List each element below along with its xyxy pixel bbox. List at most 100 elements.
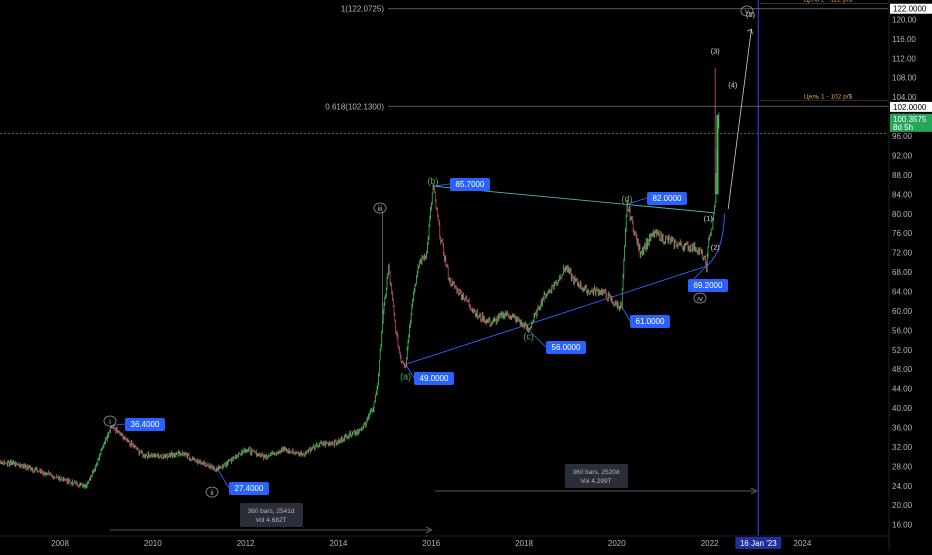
y-tick-label: 48.00 bbox=[892, 365, 913, 374]
projection-line bbox=[727, 29, 752, 209]
y-tick-label: 60.00 bbox=[892, 307, 913, 316]
y-tick-label: 92.00 bbox=[892, 151, 913, 160]
callout-badge bbox=[688, 279, 728, 292]
price-badge-label: 122.0000 bbox=[893, 5, 927, 14]
callout-badge bbox=[450, 178, 490, 191]
measure-bars-label: 360 bars, 2520d bbox=[573, 469, 620, 476]
y-tick-label: 56.00 bbox=[892, 326, 913, 335]
callout-label: 61.0000 bbox=[636, 317, 665, 326]
callout-label: 49.0000 bbox=[420, 374, 449, 383]
y-tick-label: 76.00 bbox=[892, 229, 913, 238]
wave-label: iii bbox=[378, 204, 383, 213]
fib-label: 0.618(102.1300) bbox=[325, 102, 384, 111]
y-tick-label: 88.00 bbox=[892, 171, 913, 180]
wave-label: (1) bbox=[704, 214, 714, 223]
y-tick-label: 104.00 bbox=[892, 93, 917, 102]
price-series bbox=[0, 112, 720, 489]
wave-label: (4) bbox=[728, 80, 738, 89]
y-tick-label: 40.00 bbox=[892, 404, 913, 413]
price-badge bbox=[890, 3, 932, 14]
callout-badge bbox=[414, 372, 454, 385]
y-tick-label: 80.00 bbox=[892, 210, 913, 219]
y-tick-label: 36.00 bbox=[892, 424, 913, 433]
y-tick-label: 116.00 bbox=[892, 35, 916, 44]
wave-circle bbox=[740, 5, 754, 17]
wave-label: iv bbox=[697, 294, 703, 303]
wave-label: (3) bbox=[711, 46, 721, 55]
callout-label: 27.4000 bbox=[235, 484, 264, 493]
wave-label: (c) bbox=[523, 331, 534, 341]
wave-label: ii bbox=[210, 488, 214, 497]
target-label: Цель 2 - 122 р/$ bbox=[804, 0, 853, 4]
measure-box bbox=[565, 464, 628, 488]
y-tick-label: 32.00 bbox=[892, 443, 913, 452]
callout-connector bbox=[621, 305, 631, 322]
y-tick-label: 20.00 bbox=[892, 501, 913, 510]
x-tick-label: 2024 bbox=[794, 539, 812, 548]
callout-badge bbox=[546, 341, 586, 354]
y-tick-label: 108.00 bbox=[892, 74, 917, 83]
wave-circle bbox=[693, 292, 707, 304]
x-tick-label: 2016 bbox=[422, 539, 440, 548]
triangle-lower-line bbox=[405, 265, 707, 365]
y-tick-label: 16.00 bbox=[892, 521, 913, 530]
target-label: Цель 1 - 102 р/$ bbox=[804, 93, 853, 100]
x-tick-label: 2014 bbox=[330, 539, 348, 548]
callout-label: 69.2000 bbox=[694, 281, 723, 290]
crosshair-date-label: 16 Jan '23 bbox=[740, 539, 777, 548]
price-badge bbox=[890, 113, 932, 124]
callout-label: 56.0000 bbox=[552, 343, 581, 352]
measure-vol-label: Vol 4.299T bbox=[580, 478, 611, 485]
callout-label: 36.4000 bbox=[131, 420, 160, 429]
wave-circle bbox=[373, 202, 387, 214]
callout-connector bbox=[217, 469, 230, 489]
wave-label: (b) bbox=[428, 176, 439, 186]
annotation-lines bbox=[0, 0, 888, 536]
price-badge-label: 102.0000 bbox=[893, 103, 927, 112]
callout-connector bbox=[626, 197, 648, 205]
callout-connector bbox=[405, 364, 415, 379]
projection-arrow bbox=[747, 28, 753, 35]
y-tick-label: 64.00 bbox=[892, 287, 913, 296]
price-badge bbox=[890, 101, 932, 112]
y-tick-label: 28.00 bbox=[892, 462, 913, 471]
callout-label: 85.7000 bbox=[456, 180, 485, 189]
measure-bars-label: 360 bars, 2541d bbox=[248, 508, 295, 515]
callout-badge bbox=[125, 418, 165, 431]
wave-circle bbox=[205, 486, 219, 498]
price-badge bbox=[890, 121, 932, 132]
y-tick-label: 68.00 bbox=[892, 268, 913, 277]
x-tick-label: 2012 bbox=[237, 539, 255, 548]
y-tick-label: 44.00 bbox=[892, 385, 913, 394]
wave-label: (2) bbox=[711, 243, 721, 252]
wave-label: (d) bbox=[622, 194, 633, 204]
x-tick-label: 2010 bbox=[144, 539, 162, 548]
curved-support-line bbox=[706, 213, 725, 267]
y-tick-label: 112.00 bbox=[892, 54, 916, 63]
callout-badge bbox=[630, 315, 670, 328]
y-tick-label: 24.00 bbox=[892, 482, 913, 491]
annotation-labels: 1(122.0725) 0.618(102.1300) Цель 2 - 122 р… bbox=[103, 0, 853, 527]
measure-arrowhead bbox=[750, 487, 758, 495]
x-tick-label: 2018 bbox=[515, 539, 533, 548]
callout-badge bbox=[229, 482, 269, 495]
y-tick-label: 52.00 bbox=[892, 346, 913, 355]
measure-box bbox=[240, 503, 303, 527]
callout-badge bbox=[647, 192, 687, 205]
wave-circle bbox=[103, 415, 117, 427]
wave-label: i bbox=[109, 417, 111, 426]
price-badge-label: 100.3575 bbox=[893, 115, 927, 124]
x-tick-label: 2020 bbox=[608, 539, 626, 548]
measure-arrowhead bbox=[425, 526, 433, 534]
x-tick-label: 2008 bbox=[51, 539, 69, 548]
callout-connector bbox=[528, 330, 547, 348]
y-tick-label: 120.00 bbox=[892, 15, 917, 24]
x-tick-label: 2022 bbox=[701, 539, 719, 548]
callout-label: 82.0000 bbox=[653, 194, 682, 203]
wave-label: v bbox=[745, 7, 749, 16]
y-tick-label: 84.00 bbox=[892, 190, 913, 199]
y-tick-label: 72.00 bbox=[892, 249, 913, 258]
